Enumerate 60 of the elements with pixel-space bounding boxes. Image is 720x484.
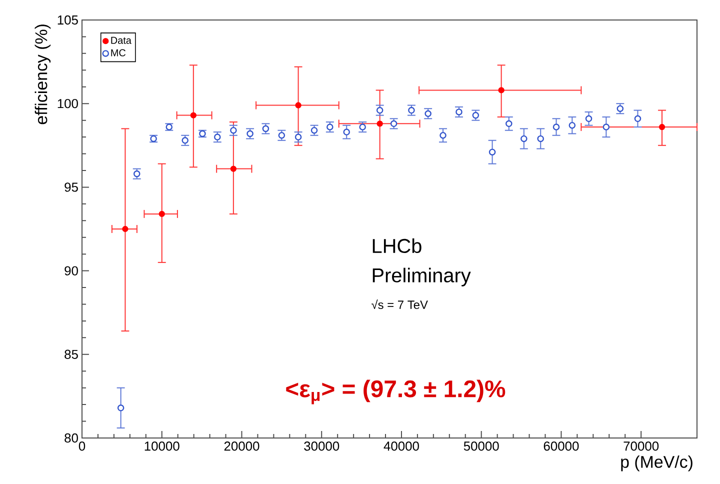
point [585, 115, 592, 122]
y-tick-label: 85 [64, 350, 78, 359]
point [658, 124, 666, 130]
x-axis-title: p (MeV/c) [621, 455, 692, 472]
point [158, 210, 165, 218]
point [472, 112, 480, 119]
point [440, 132, 446, 139]
y-axis-title: efficiency (%) [34, 24, 51, 124]
x-tick-label: 70000 [624, 442, 659, 451]
point [326, 124, 334, 130]
legend-label: Data [111, 36, 132, 44]
point [262, 125, 270, 132]
point [602, 124, 610, 130]
annotation: Preliminary [372, 268, 471, 286]
point [359, 124, 366, 130]
point [520, 135, 528, 142]
point [498, 87, 504, 94]
point [376, 120, 383, 127]
y-tick-label: 95 [64, 182, 78, 192]
point [278, 132, 286, 139]
point [488, 148, 496, 156]
y-tick-label: 80 [64, 433, 78, 443]
x-tick-label: 30000 [304, 442, 340, 451]
point [230, 166, 237, 172]
legend-label: MC [111, 49, 126, 56]
annotation: √s = 7 TeV [372, 299, 428, 310]
point [424, 110, 432, 118]
point [390, 120, 398, 128]
point [182, 136, 188, 144]
point [537, 135, 544, 142]
y-tick-label: 100 [58, 99, 78, 108]
point [214, 134, 221, 140]
x-tick-label: 60000 [544, 442, 579, 451]
point [456, 108, 462, 116]
y-tick-label: 105 [58, 15, 78, 25]
point [568, 122, 576, 129]
point [117, 404, 124, 412]
point [506, 120, 512, 128]
annotation: <ε$_{μ}$> = (97.3 ± 1.2)% [286, 380, 506, 404]
point [246, 130, 254, 138]
point [230, 126, 237, 134]
point [133, 170, 140, 178]
point [634, 115, 642, 122]
point [122, 226, 128, 232]
x-tick-label: 40000 [384, 442, 419, 451]
point [616, 105, 624, 112]
point [376, 106, 384, 114]
point [343, 128, 350, 136]
point [408, 106, 415, 114]
point [310, 126, 318, 134]
point [552, 124, 560, 130]
point [295, 102, 302, 108]
x-tick-label: 20000 [224, 442, 260, 451]
annotation: LHCb [372, 238, 422, 254]
x-tick-label: 0 [78, 442, 86, 451]
x-tick-label: 50000 [464, 442, 499, 451]
point [294, 134, 302, 140]
x-tick-label: 10000 [144, 442, 180, 451]
point [190, 112, 197, 118]
y-tick-label: 90 [64, 266, 78, 276]
